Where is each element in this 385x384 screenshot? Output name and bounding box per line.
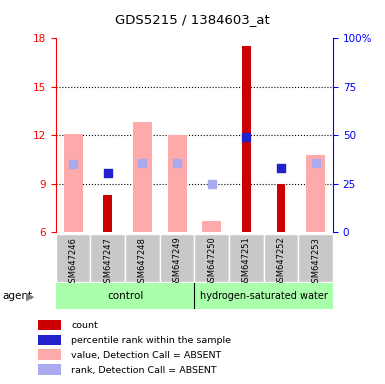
Text: ▶: ▶	[26, 291, 35, 301]
Text: percentile rank within the sample: percentile rank within the sample	[72, 336, 231, 345]
Bar	[125, 234, 160, 282]
Text: GSM647253: GSM647253	[311, 237, 320, 288]
Point	[105, 169, 111, 175]
Point	[209, 181, 215, 187]
Point	[278, 165, 284, 171]
Point	[70, 161, 76, 167]
Text: GSM647247: GSM647247	[103, 237, 112, 288]
Bar	[64, 134, 83, 232]
Text: value, Detection Call = ABSENT: value, Detection Call = ABSENT	[72, 351, 222, 360]
Point	[174, 160, 180, 166]
Text: GSM647248: GSM647248	[138, 237, 147, 288]
Bar	[167, 136, 187, 232]
Bar	[38, 320, 61, 330]
Bar	[242, 46, 251, 232]
Bar	[202, 221, 221, 232]
Text: agent: agent	[2, 291, 32, 301]
Bar	[277, 184, 285, 232]
Bar	[306, 155, 325, 232]
Bar	[194, 234, 229, 282]
Text: control: control	[107, 291, 143, 301]
Bar	[56, 283, 194, 309]
Point	[313, 160, 319, 166]
Text: rank, Detection Call = ABSENT: rank, Detection Call = ABSENT	[72, 366, 217, 375]
Bar	[194, 283, 333, 309]
Bar	[38, 335, 61, 345]
Text: GSM647252: GSM647252	[276, 237, 286, 287]
Text: GSM647250: GSM647250	[207, 237, 216, 287]
Bar	[104, 195, 112, 232]
Bar	[56, 234, 90, 282]
Point	[243, 134, 249, 140]
Text: hydrogen-saturated water: hydrogen-saturated water	[200, 291, 328, 301]
Bar	[38, 364, 61, 375]
Text: GSM647249: GSM647249	[172, 237, 182, 287]
Bar	[298, 234, 333, 282]
Bar	[160, 234, 194, 282]
Bar	[264, 234, 298, 282]
Text: GDS5215 / 1384603_at: GDS5215 / 1384603_at	[115, 13, 270, 26]
Bar	[229, 234, 264, 282]
Text: GSM647246: GSM647246	[69, 237, 78, 288]
Text: GSM647251: GSM647251	[242, 237, 251, 287]
Text: count: count	[72, 321, 98, 331]
Bar	[38, 349, 61, 360]
Bar	[133, 122, 152, 232]
Point	[139, 160, 146, 166]
Bar	[90, 234, 125, 282]
